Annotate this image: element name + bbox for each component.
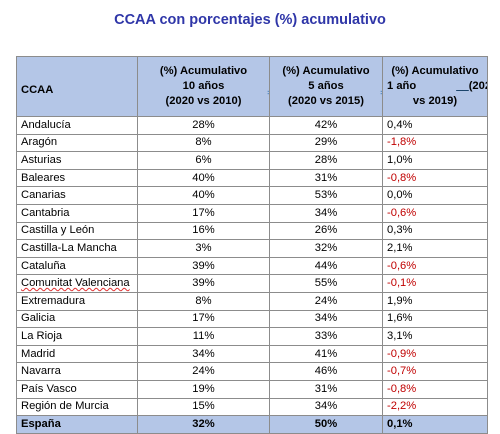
value-5-years: 31% (269, 168, 383, 188)
value-1-year: -2,2% (382, 397, 488, 417)
region-name: Galicia (16, 309, 138, 329)
value-1-year: 0,0% (382, 186, 488, 205)
region-name: Cantabria (16, 203, 138, 223)
region-name: Extremadura (16, 291, 138, 311)
table-row: La Rioja 11% 33% 3,1% (16, 327, 488, 346)
table-row: Galicia 17% 34% 1,6% (16, 309, 488, 329)
value-10-years: 11% (137, 327, 270, 346)
table-row: Andalucía 28% 42% 0,4% (16, 116, 488, 135)
region-name: Comunitat Valenciana (16, 274, 138, 293)
value-5-years: 26% (269, 221, 383, 241)
table-row: Canarias 40% 53% 0,0% (16, 186, 488, 205)
header-10-years: (%) Acumulativo 10 años (2020 vs 2010) = (137, 56, 270, 117)
value-5-years: 24% (269, 291, 383, 311)
value-1-year: 1,9% (382, 291, 488, 311)
table-row: Región de Murcia 15% 34% -2,2% (16, 397, 488, 417)
value-5-years: 55% (269, 274, 383, 293)
value-5-years: 34% (269, 309, 383, 329)
region-name: País Vasco (16, 379, 138, 399)
header-row: CCAA (%) Acumulativo 10 años (2020 vs 20… (16, 56, 488, 117)
region-name: Navarra (16, 362, 138, 381)
value-5-years: 28% (269, 151, 383, 170)
value-10-years: 8% (137, 291, 270, 311)
value-5-years: 34% (269, 203, 383, 223)
value-5-years: 32% (269, 239, 383, 258)
table-row: Asturias 6% 28% 1,0% (16, 151, 488, 170)
table-row: Cantabria 17% 34% -0,6% (16, 203, 488, 223)
total-1-year: 0,1% (382, 415, 488, 434)
table-row: Extremadura 8% 24% 1,9% (16, 291, 488, 311)
value-10-years: 39% (137, 256, 270, 276)
value-10-years: 6% (137, 151, 270, 170)
value-1-year: -0,7% (382, 362, 488, 381)
value-1-year: 1,0% (382, 151, 488, 170)
value-10-years: 40% (137, 168, 270, 188)
value-5-years: 44% (269, 256, 383, 276)
header-1-year: (%) Acumulativo 1 año__(2020 vs 2019) (382, 56, 488, 117)
equals-mark: = (380, 86, 381, 101)
value-1-year: -1,8% (382, 133, 488, 153)
region-name: Madrid (16, 344, 138, 364)
value-10-years: 40% (137, 186, 270, 205)
region-name: Canarias (16, 186, 138, 205)
table-row: Comunitat Valenciana 39% 55% -0,1% (16, 274, 488, 293)
table-row: Aragón 8% 29% -1,8% (16, 133, 488, 153)
region-name: Cataluña (16, 256, 138, 276)
value-1-year: 0,4% (382, 116, 488, 135)
equals-mark: = (267, 86, 268, 101)
value-5-years: 31% (269, 379, 383, 399)
value-10-years: 8% (137, 133, 270, 153)
value-10-years: 16% (137, 221, 270, 241)
header-5-years: (%) Acumulativo 5 años (2020 vs 2015) = (269, 56, 383, 117)
value-10-years: 19% (137, 379, 270, 399)
value-1-year: 2,1% (382, 239, 488, 258)
value-5-years: 42% (269, 116, 383, 135)
value-5-years: 41% (269, 344, 383, 364)
value-1-year: 3,1% (382, 327, 488, 346)
region-name: Andalucía (16, 116, 138, 135)
value-10-years: 24% (137, 362, 270, 381)
value-1-year: -0,8% (382, 168, 488, 188)
value-1-year: -0,8% (382, 379, 488, 399)
table-row: País Vasco 19% 31% -0,8% (16, 379, 488, 399)
value-1-year: -0,9% (382, 344, 488, 364)
value-5-years: 53% (269, 186, 383, 205)
table-row: Castilla y León 16% 26% 0,3% (16, 221, 488, 241)
value-5-years: 29% (269, 133, 383, 153)
value-10-years: 17% (137, 309, 270, 329)
region-name: Asturias (16, 151, 138, 170)
total-10-years: 32% (137, 415, 270, 434)
value-10-years: 15% (137, 397, 270, 417)
value-5-years: 34% (269, 397, 383, 417)
table-row: Castilla-La Mancha 3% 32% 2,1% (16, 239, 488, 258)
value-5-years: 46% (269, 362, 383, 381)
header-ccaa: CCAA (16, 56, 138, 117)
table-row: Navarra 24% 46% -0,7% (16, 362, 488, 381)
region-name: Castilla y León (16, 221, 138, 241)
page-title: CCAA con porcentajes (%) acumulativo (114, 12, 386, 28)
value-10-years: 28% (137, 116, 270, 135)
value-1-year: 0,3% (382, 221, 488, 241)
region-name: Baleares (16, 168, 138, 188)
table-row: Baleares 40% 31% -0,8% (16, 168, 488, 188)
region-name: Castilla-La Mancha (16, 239, 138, 258)
value-10-years: 17% (137, 203, 270, 223)
value-1-year: -0,6% (382, 203, 488, 223)
value-1-year: -0,1% (382, 274, 488, 293)
region-name: La Rioja (16, 327, 138, 346)
value-10-years: 39% (137, 274, 270, 293)
region-name: Aragón (16, 133, 138, 153)
value-10-years: 3% (137, 239, 270, 258)
table-row: Cataluña 39% 44% -0,6% (16, 256, 488, 276)
table-row: Madrid 34% 41% -0,9% (16, 344, 488, 364)
total-row: España 32% 50% 0,1% (16, 415, 488, 434)
ccaa-table: CCAA (%) Acumulativo 10 años (2020 vs 20… (16, 56, 488, 434)
value-5-years: 33% (269, 327, 383, 346)
region-name: Región de Murcia (16, 397, 138, 417)
value-1-year: -0,6% (382, 256, 488, 276)
total-name: España (16, 415, 138, 434)
value-10-years: 34% (137, 344, 270, 364)
value-1-year: 1,6% (382, 309, 488, 329)
total-5-years: 50% (269, 415, 383, 434)
